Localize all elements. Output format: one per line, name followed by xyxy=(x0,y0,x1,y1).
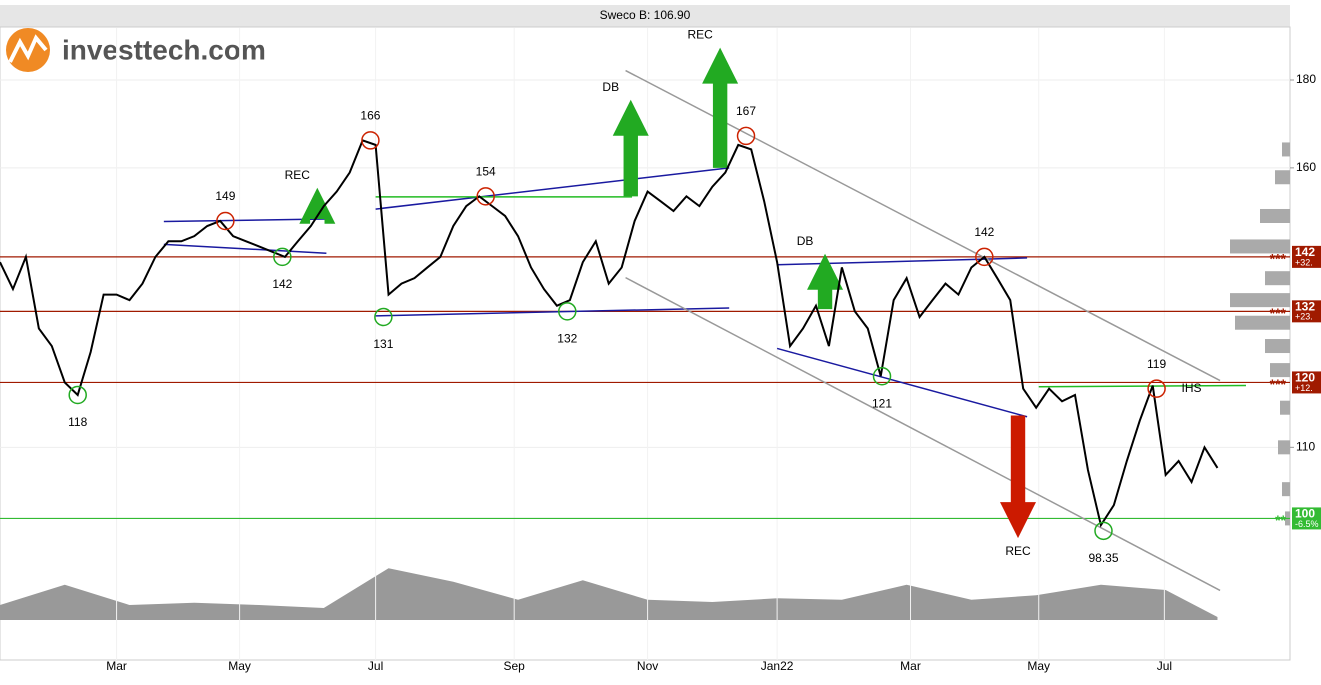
price-profile-bar xyxy=(1282,482,1290,497)
pattern-label: IHS xyxy=(1182,381,1202,395)
level-change: -6.5% xyxy=(1295,519,1319,529)
price-profile-bar xyxy=(1230,293,1290,308)
x-tick-label: May xyxy=(1027,659,1050,673)
extreme-label: 121 xyxy=(872,396,892,410)
extreme-marker xyxy=(216,211,235,231)
level-label: 142 xyxy=(1295,245,1315,259)
trend-line xyxy=(1038,384,1246,388)
price-profile-bar xyxy=(1270,363,1290,378)
x-tick-label: Jul xyxy=(368,659,383,673)
extreme-label: 132 xyxy=(557,332,577,346)
y-tick-label: 160 xyxy=(1296,160,1316,174)
price-profile-bar xyxy=(1260,208,1290,223)
signal-arrow xyxy=(612,99,649,197)
extreme-label: 167 xyxy=(736,104,756,118)
level-strength: ** xyxy=(1275,512,1286,528)
extreme-marker xyxy=(273,247,292,267)
trend-line xyxy=(375,167,730,210)
extreme-label: 149 xyxy=(215,189,235,203)
extreme-marker xyxy=(872,366,892,386)
signal-arrow xyxy=(807,253,844,310)
price-profile-bar xyxy=(1230,239,1290,254)
level-change: +32. xyxy=(1295,257,1313,267)
signal-label: REC xyxy=(687,28,713,42)
price-profile-bar xyxy=(1265,339,1290,354)
level-strength: *** xyxy=(1270,305,1287,321)
level-box xyxy=(1292,507,1321,530)
level-label: 120 xyxy=(1295,371,1315,385)
extreme-label: 98.35 xyxy=(1088,551,1118,565)
extreme-marker xyxy=(558,302,577,321)
signal-label: REC xyxy=(285,168,311,182)
extreme-marker xyxy=(68,385,87,405)
extreme-marker xyxy=(736,126,756,146)
level-box xyxy=(1292,371,1321,394)
price-profile-bar xyxy=(1278,440,1290,455)
logo-icon xyxy=(6,28,50,72)
signal-label: REC xyxy=(1005,544,1031,558)
extreme-marker xyxy=(1094,521,1113,541)
price-profile-bar xyxy=(1275,170,1290,185)
level-label: 100 xyxy=(1295,507,1315,521)
x-tick-label: Mar xyxy=(106,659,127,673)
price-profile-bar xyxy=(1265,271,1290,286)
price-line xyxy=(0,139,1219,528)
volume-area xyxy=(0,568,1218,620)
signal-label: DB xyxy=(602,80,619,94)
signal-arrow xyxy=(299,187,336,224)
trend-line xyxy=(375,307,730,317)
signal-arrow xyxy=(702,47,739,168)
extreme-marker xyxy=(975,247,994,267)
trend-line xyxy=(776,347,1028,418)
x-tick-label: Sep xyxy=(504,659,526,673)
x-tick-label: Mar xyxy=(900,659,921,673)
level-label: 132 xyxy=(1295,300,1315,314)
header-bar xyxy=(0,5,1290,27)
x-tick-label: Jan22 xyxy=(761,659,794,673)
y-tick-label: 110 xyxy=(1296,440,1315,454)
plot-frame xyxy=(0,26,1291,661)
extreme-label: 142 xyxy=(272,277,292,291)
signal-label: DB xyxy=(797,234,814,248)
extreme-label: 166 xyxy=(360,109,380,123)
level-change: +12. xyxy=(1295,383,1313,393)
level-box xyxy=(1292,245,1321,268)
price-profile-bar xyxy=(1280,400,1290,415)
logo-text: investtech.com xyxy=(62,34,266,65)
trend-line xyxy=(163,243,327,254)
x-tick-label: Jul xyxy=(1157,659,1172,673)
extreme-marker xyxy=(1147,379,1166,398)
chart-title: Sweco B: 106.90 xyxy=(600,8,691,22)
trend-line xyxy=(163,218,326,223)
level-box xyxy=(1292,300,1321,323)
extreme-marker xyxy=(476,187,495,206)
trend-line xyxy=(625,276,1221,592)
y-tick-label: 180 xyxy=(1296,72,1316,86)
x-tick-label: Nov xyxy=(637,659,658,673)
signal-arrow xyxy=(1000,415,1037,539)
extreme-label: 142 xyxy=(974,225,994,239)
extreme-label: 131 xyxy=(373,337,393,351)
extreme-label: 154 xyxy=(476,165,496,179)
extreme-label: 119 xyxy=(1147,357,1166,371)
extreme-marker xyxy=(374,307,393,327)
x-tick-label: May xyxy=(228,659,251,673)
price-profile-bar xyxy=(1282,142,1290,157)
extreme-label: 118 xyxy=(68,415,87,429)
level-strength: *** xyxy=(1270,376,1287,392)
level-change: +23. xyxy=(1295,312,1313,322)
level-strength: *** xyxy=(1270,251,1287,267)
price-profile-bar xyxy=(1235,315,1290,330)
extreme-marker xyxy=(361,131,380,150)
